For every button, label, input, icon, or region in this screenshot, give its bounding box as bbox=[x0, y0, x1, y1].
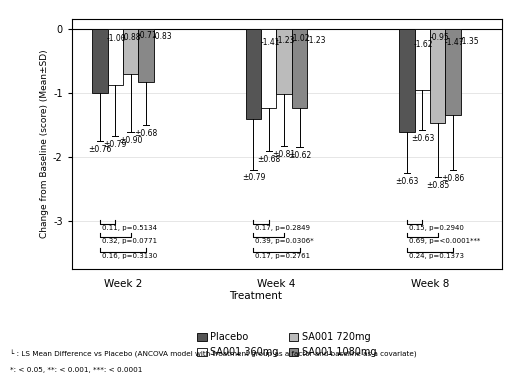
Bar bbox=[415, 29, 430, 89]
Text: -1.41: -1.41 bbox=[260, 38, 280, 47]
Text: └ : LS Mean Difference vs Placebo (ANCOVA model with treatment group as a factor: └ : LS Mean Difference vs Placebo (ANCOV… bbox=[10, 349, 417, 358]
Text: ±0.76: ±0.76 bbox=[88, 145, 112, 154]
Text: 0.17, p=0.2849: 0.17, p=0.2849 bbox=[255, 225, 310, 231]
Text: -1.23: -1.23 bbox=[275, 36, 295, 45]
Text: 0.11, p=0.5134: 0.11, p=0.5134 bbox=[102, 225, 157, 231]
Bar bbox=[123, 29, 138, 74]
Bar bbox=[108, 29, 123, 85]
Bar bbox=[430, 29, 445, 123]
Bar bbox=[292, 29, 307, 108]
Text: 0.32, p=0.0771: 0.32, p=0.0771 bbox=[102, 238, 157, 244]
Text: ±0.63: ±0.63 bbox=[411, 134, 434, 143]
Bar bbox=[276, 29, 292, 94]
Text: -1.35: -1.35 bbox=[460, 37, 480, 46]
Text: -0.88: -0.88 bbox=[122, 33, 142, 42]
Text: *: < 0.05, **: < 0.001, ***: < 0.0001: *: < 0.05, **: < 0.001, ***: < 0.0001 bbox=[10, 367, 143, 373]
Text: ±0.79: ±0.79 bbox=[103, 139, 127, 149]
Text: -1.23: -1.23 bbox=[306, 36, 326, 45]
Legend: Placebo, SA001 360mg, SA001 720mg, SA001 1080mg: Placebo, SA001 360mg, SA001 720mg, SA001… bbox=[193, 329, 380, 361]
Text: 0.24, p=0.1373: 0.24, p=0.1373 bbox=[409, 253, 464, 259]
Text: ±0.63: ±0.63 bbox=[395, 177, 419, 185]
Bar bbox=[246, 29, 261, 119]
Text: ±0.68: ±0.68 bbox=[134, 129, 158, 138]
Y-axis label: Change from Baseline (score) (Mean±SD): Change from Baseline (score) (Mean±SD) bbox=[40, 50, 49, 238]
Bar bbox=[92, 29, 108, 93]
Text: -1.02: -1.02 bbox=[291, 34, 311, 43]
Text: 0.39, p=0.0306*: 0.39, p=0.0306* bbox=[255, 238, 314, 244]
Text: ±0.62: ±0.62 bbox=[288, 151, 311, 160]
Text: 0.16, p=0.3130: 0.16, p=0.3130 bbox=[102, 253, 157, 259]
Bar bbox=[445, 29, 461, 115]
Text: -1.62: -1.62 bbox=[414, 40, 434, 49]
Bar bbox=[399, 29, 415, 132]
Bar bbox=[138, 29, 154, 82]
Text: 0.17, p=0.2761: 0.17, p=0.2761 bbox=[255, 253, 311, 259]
Bar bbox=[261, 29, 276, 108]
Text: ±0.79: ±0.79 bbox=[242, 174, 265, 182]
Text: 0.69, p=<0.0001***: 0.69, p=<0.0001*** bbox=[409, 238, 480, 244]
Text: -0.95: -0.95 bbox=[429, 33, 449, 42]
Text: ±0.85: ±0.85 bbox=[426, 181, 450, 190]
Text: Treatment: Treatment bbox=[229, 291, 283, 301]
Text: ±0.86: ±0.86 bbox=[441, 174, 465, 183]
Text: -1.47: -1.47 bbox=[444, 38, 464, 47]
Text: -0.71: -0.71 bbox=[137, 31, 157, 40]
Text: 0.15, p=0.2940: 0.15, p=0.2940 bbox=[409, 225, 464, 231]
Text: ±0.90: ±0.90 bbox=[119, 136, 142, 145]
Text: ±0.68: ±0.68 bbox=[257, 155, 281, 164]
Text: -1.00: -1.00 bbox=[107, 34, 126, 43]
Text: ±0.81: ±0.81 bbox=[272, 150, 296, 159]
Text: -0.83: -0.83 bbox=[153, 32, 173, 41]
